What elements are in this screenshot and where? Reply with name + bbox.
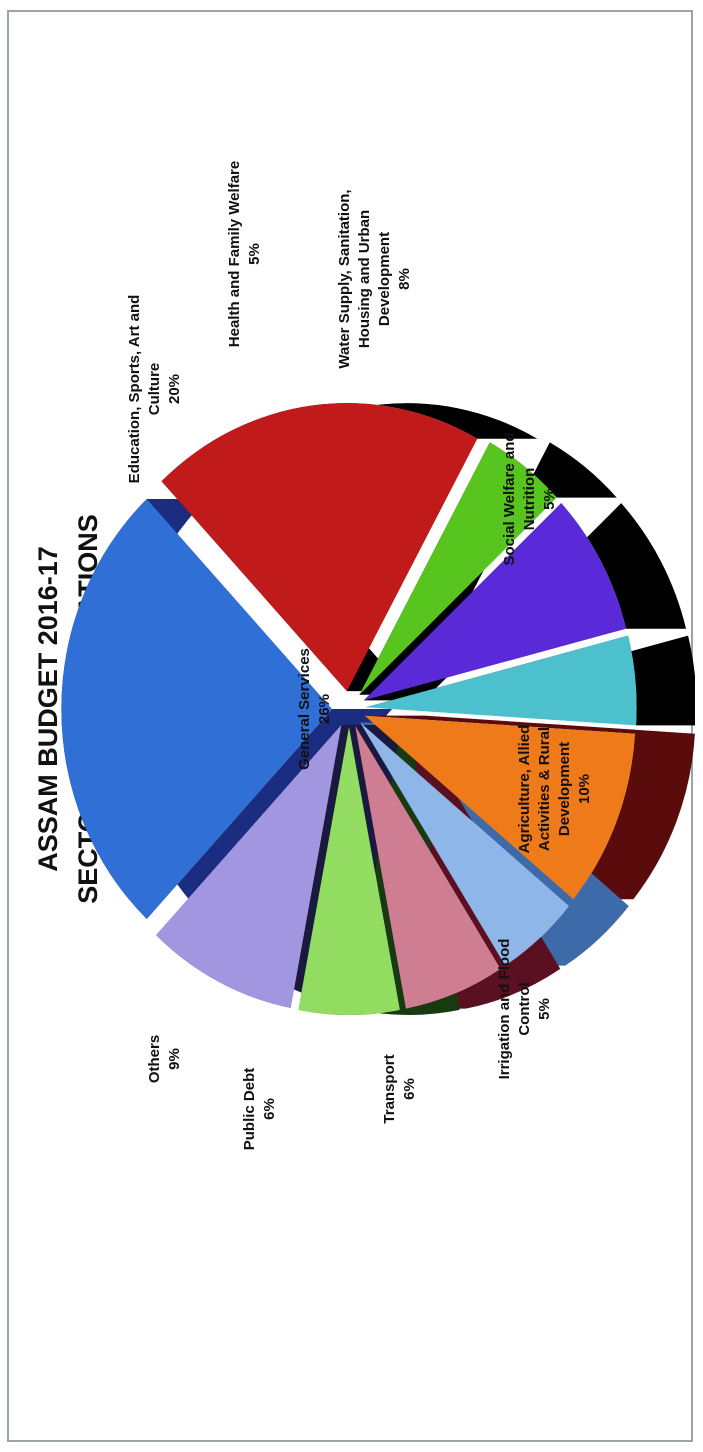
slice-label-line: 5% [541,488,558,510]
slice-label: Education, Sports, Art and Culture 20% [126,295,183,484]
slice-label-line: 5% [246,243,263,265]
pie-slice-side [364,715,695,900]
pie-slice-side [61,499,393,919]
slice-label-line: 10% [576,774,593,804]
slice-label-line: Water Supply, Sanitation, [336,189,353,368]
slice-label: Public Debt 6% [241,1068,278,1151]
slice-label-line: Agriculture, Allied [516,725,533,854]
slice-label-line: Social Welfare and [501,432,518,565]
slice-label-line: 6% [261,1098,278,1120]
slice-label-line: Irrigation and Flood [496,939,513,1080]
pie-slice [61,499,333,919]
slice-label: Transport 6% [381,1054,418,1123]
slice-label-line: 20% [166,374,183,404]
pie-slice [363,503,627,701]
pie-slice [359,442,557,695]
chart-title: ASSAM BUDGET 2016-17 [33,546,63,872]
slice-label-line: 6% [401,1078,418,1100]
slice-label: Others 9% [146,1035,183,1083]
pie-slice [298,727,400,1016]
chart-frame: ASSAM BUDGET 2016-17SECTOR-WISE ALLOCATI… [7,10,695,1442]
pie-slice [161,403,478,692]
rotated-chart-group: ASSAM BUDGET 2016-17SECTOR-WISE ALLOCATI… [33,161,695,1150]
slice-label-line: General Services [296,648,313,770]
slice-label-line: Nutrition [521,468,538,530]
slice-label: Health and Family Welfare 5% [226,161,263,347]
pie-slice-side [365,635,695,726]
slice-label-line: Others [146,1035,163,1083]
slice-label-line: Transport [381,1054,398,1123]
slice-label-line: Housing and Urban [356,210,373,348]
pie-chart: ASSAM BUDGET 2016-17SECTOR-WISE ALLOCATI… [33,161,695,1150]
pie-slice [355,725,501,1009]
slice-label-line: Control [516,982,533,1035]
slice-label: Water Supply, Sanitation, Housing and Urb… [336,189,413,368]
pie-slice [360,722,569,966]
pie-slice [155,725,342,1008]
pie-slice [364,715,635,900]
slice-label: General Services 26% [296,648,333,770]
slice-label-line: 5% [536,998,553,1020]
slice-label-line: Health and Family Welfare [226,161,243,347]
slice-label-line: Culture [146,363,163,416]
slice-label: Agriculture, Allied Activities & Rural Dev… [516,725,593,854]
slice-label-line: 8% [396,268,413,290]
slice-label-line: Education, Sports, Art and [126,295,143,484]
slice-label: Irrigation and Flood Control 5% [496,939,553,1080]
slice-label-line: 26% [316,694,333,724]
slice-label: Social Welfare and Nutrition 5% [501,432,558,565]
slice-label-line: 9% [166,1048,183,1070]
pie-slice [365,635,637,726]
slice-label-line: Development [376,232,393,326]
slice-label-line: Activities & Rural [536,727,553,851]
pie-slice-side [359,442,617,695]
slice-label-line: Public Debt [241,1068,258,1151]
slice-label-line: Development [556,742,573,836]
